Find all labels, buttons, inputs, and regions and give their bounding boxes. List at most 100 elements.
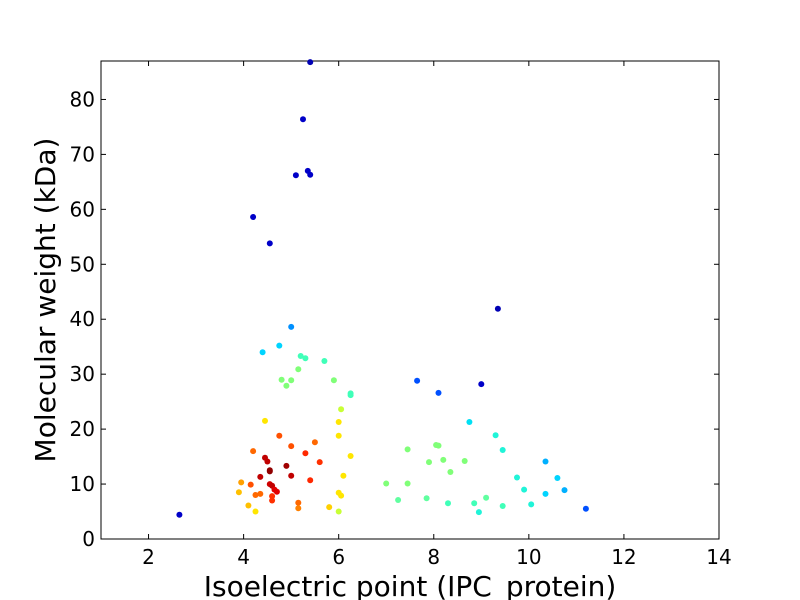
data-point (423, 495, 430, 502)
x-tick-label: 8 (427, 545, 440, 569)
data-point (414, 377, 421, 384)
data-point (288, 323, 295, 330)
x-tick-label: 10 (516, 545, 541, 569)
data-point (266, 468, 273, 475)
data-point (302, 450, 309, 457)
data-point (404, 446, 411, 453)
data-point (466, 419, 473, 425)
x-tick-label: 12 (611, 545, 636, 569)
data-point (338, 406, 345, 413)
data-point (276, 342, 283, 349)
data-point (321, 358, 328, 364)
data-point (494, 305, 501, 312)
x-tick-label: 14 (706, 545, 731, 569)
data-point (311, 439, 318, 446)
ticks-layer: 2 4 6 8 10 12 14 0 10 20 30 40 50 60 70 80 (70, 61, 732, 569)
data-point (264, 458, 271, 465)
data-point (326, 504, 333, 511)
data-point (404, 480, 411, 487)
data-point (269, 497, 276, 504)
data-point (330, 377, 337, 384)
data-point (250, 448, 257, 455)
data-point (292, 172, 299, 179)
data-point (542, 458, 549, 465)
data-point (283, 462, 290, 469)
data-point (475, 509, 482, 516)
data-point (582, 505, 589, 512)
data-point (478, 381, 485, 388)
y-tick-label: 0 (82, 527, 95, 551)
x-tick-label: 4 (237, 545, 250, 569)
data-point (499, 447, 506, 453)
data-point (283, 382, 290, 389)
data-point (302, 355, 309, 362)
data-point (307, 477, 314, 484)
data-point (288, 472, 295, 479)
data-point (257, 490, 264, 497)
data-point (561, 487, 568, 494)
points-layer (176, 59, 589, 518)
data-point (300, 116, 306, 123)
data-point (521, 486, 528, 493)
data-point (461, 458, 468, 464)
data-point (250, 214, 257, 220)
data-point (235, 489, 242, 496)
y-tick-label: 60 (70, 197, 95, 221)
data-point (514, 474, 520, 481)
data-point (273, 488, 280, 495)
data-point (445, 500, 451, 507)
data-point (295, 505, 302, 512)
data-point (259, 349, 266, 356)
data-point (288, 443, 295, 450)
data-point (176, 511, 183, 518)
y-tick-label: 20 (70, 417, 95, 441)
y-tick-label: 50 (70, 252, 95, 276)
x-tick-label: 2 (142, 545, 155, 569)
plot-area (100, 60, 720, 540)
x-tick-label: 6 (332, 545, 345, 569)
data-point (316, 459, 323, 466)
data-point (247, 481, 254, 488)
data-point (266, 240, 273, 247)
data-point (262, 417, 268, 424)
data-point (252, 508, 259, 515)
data-point (252, 492, 259, 498)
data-point (269, 493, 276, 500)
data-point (276, 432, 283, 439)
data-point (347, 392, 354, 399)
x-axis-label: Isoelectric point (IPC_protein) (204, 570, 617, 600)
data-point (435, 389, 442, 396)
data-point (245, 502, 252, 509)
data-point (499, 503, 506, 509)
data-point (426, 459, 432, 466)
data-point (288, 377, 295, 384)
y-tick-label: 80 (70, 87, 95, 111)
data-point (278, 376, 285, 383)
y-tick-label: 70 (70, 142, 95, 166)
data-point (335, 508, 342, 515)
data-point (483, 494, 490, 501)
data-point (338, 492, 345, 499)
data-point (447, 469, 454, 475)
data-point (528, 501, 535, 508)
data-point (542, 490, 549, 497)
data-point (295, 499, 302, 506)
data-point (395, 497, 402, 503)
data-point (297, 353, 304, 359)
y-tick-label: 10 (70, 472, 95, 496)
data-point (340, 472, 347, 479)
data-point (295, 366, 302, 373)
data-point (492, 432, 499, 439)
y-axis-label: Molecular weight (kDa) (29, 138, 62, 463)
data-point (383, 480, 390, 487)
data-point (307, 171, 314, 178)
data-point (347, 453, 354, 459)
data-point (335, 432, 342, 439)
data-point (440, 456, 447, 463)
data-point (307, 59, 314, 66)
data-point (554, 475, 561, 481)
y-tick-label: 40 (70, 307, 95, 331)
data-point (471, 500, 478, 507)
data-point (335, 419, 342, 425)
